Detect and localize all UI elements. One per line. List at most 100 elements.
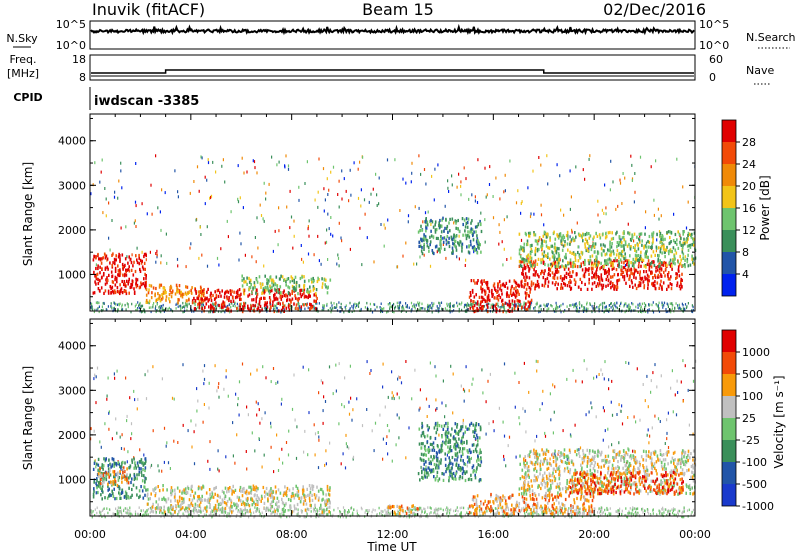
power-region-cell <box>127 261 129 265</box>
power-region-cell <box>518 284 521 288</box>
velocity-echo-cell <box>123 447 125 451</box>
velocity-scatter-cell <box>155 511 157 514</box>
power-scatter-cell <box>201 305 203 308</box>
power-region-cell <box>530 247 533 251</box>
power-region-cell <box>667 249 670 254</box>
power-scatter-cell <box>667 303 669 306</box>
power-region-cell <box>121 253 124 257</box>
power-region-cell <box>553 246 556 250</box>
power-region-cell <box>609 240 611 244</box>
power-echo-cell <box>237 164 239 168</box>
power-region-cell <box>659 260 661 265</box>
power-region-cell <box>439 218 441 223</box>
velocity-echo-cell <box>167 461 170 465</box>
velocity-scatter-cell <box>293 510 295 513</box>
power-region-cell <box>623 278 626 282</box>
velocity-echo-cell <box>405 456 407 460</box>
power-scatter-cell <box>336 305 338 309</box>
power-region-cell <box>526 307 529 311</box>
power-region-cell <box>447 240 449 244</box>
power-region-cell <box>237 289 239 293</box>
power-region-cell <box>236 306 238 310</box>
power-region-cell <box>106 276 108 280</box>
power-scatter-cell <box>466 302 469 305</box>
power-scatter-cell <box>150 310 152 314</box>
power-scatter-cell <box>569 304 571 307</box>
power-echo-cell <box>345 189 347 193</box>
power-scatter-cell <box>155 310 157 314</box>
power-scatter-cell <box>456 301 458 305</box>
power-region-cell <box>524 272 527 276</box>
power-scatter-cell <box>666 302 668 305</box>
velocity-scatter-cell <box>489 515 491 519</box>
power-region-cell <box>215 295 218 299</box>
power-region-cell <box>652 237 654 241</box>
velocity-scatter-cell <box>248 515 250 519</box>
power-scatter-cell <box>326 302 328 306</box>
power-region-cell <box>250 306 253 310</box>
velocity-echo-cell <box>317 431 319 434</box>
power-echo-cell <box>473 250 475 254</box>
power-region-cell <box>599 267 601 271</box>
velocity-scatter-cell <box>115 513 117 516</box>
power-region-cell <box>135 285 138 289</box>
velocity-echo-cell <box>391 396 393 400</box>
power-scatter-cell <box>373 303 375 306</box>
power-scatter-cell <box>503 303 505 306</box>
power-region-cell <box>188 290 191 294</box>
power-region-cell <box>107 289 110 293</box>
power-region-cell <box>587 249 589 253</box>
power-echo-cell <box>498 223 500 227</box>
power-region-cell <box>482 306 484 310</box>
power-region-cell <box>311 306 313 310</box>
velocity-scatter-cell <box>175 507 177 510</box>
power-region-cell <box>125 289 127 293</box>
power-scatter-cell <box>637 306 639 309</box>
power-echo-cell <box>243 171 245 175</box>
power-region-cell <box>666 245 668 250</box>
power-region-cell <box>605 271 608 275</box>
power-region-cell <box>492 284 495 288</box>
power-region-cell <box>633 232 636 236</box>
power-echo-cell <box>146 212 148 216</box>
power-region-cell <box>666 287 668 291</box>
power-echo-cell <box>634 172 636 175</box>
power-region-cell <box>573 252 575 256</box>
power-region-cell <box>481 279 483 283</box>
power-region-cell <box>269 298 272 302</box>
power-region-cell <box>109 261 111 265</box>
power-echo-cell <box>419 255 421 259</box>
power-region-cell <box>541 239 544 243</box>
power-region-cell <box>522 267 524 271</box>
power-region-cell <box>591 271 594 275</box>
power-region-cell <box>95 282 97 286</box>
velocity-scatter-cell <box>460 512 462 516</box>
power-region-cell <box>208 305 210 309</box>
power-echo-cell <box>442 236 444 240</box>
velocity-echo-cell <box>263 453 265 457</box>
power-region-cell <box>542 276 545 280</box>
power-scatter-cell <box>615 305 617 309</box>
power-region-cell <box>530 256 533 260</box>
power-region-cell <box>97 277 99 281</box>
power-echo-cell <box>176 257 179 261</box>
power-region-cell <box>572 236 574 240</box>
power-scatter-cell <box>564 309 566 312</box>
power-region-cell <box>510 288 512 292</box>
power-region-cell <box>545 240 547 244</box>
velocity-scatter-cell <box>505 508 507 512</box>
velocity-scatter-cell <box>627 512 629 515</box>
power-region-cell <box>293 288 295 292</box>
velocity-echo-cell <box>261 417 263 421</box>
power-scatter-cell <box>156 309 158 312</box>
power-region-cell <box>263 288 266 292</box>
power-region-cell <box>586 287 589 291</box>
power-region-cell <box>316 279 319 284</box>
power-scatter-cell <box>257 303 259 306</box>
power-region-cell <box>682 252 685 256</box>
power-region-cell <box>581 251 584 255</box>
velocity-echo-cell <box>462 387 465 391</box>
velocity-echo-cell <box>163 426 166 430</box>
power-region-cell <box>470 243 472 247</box>
velocity-echo-cell <box>264 411 266 415</box>
